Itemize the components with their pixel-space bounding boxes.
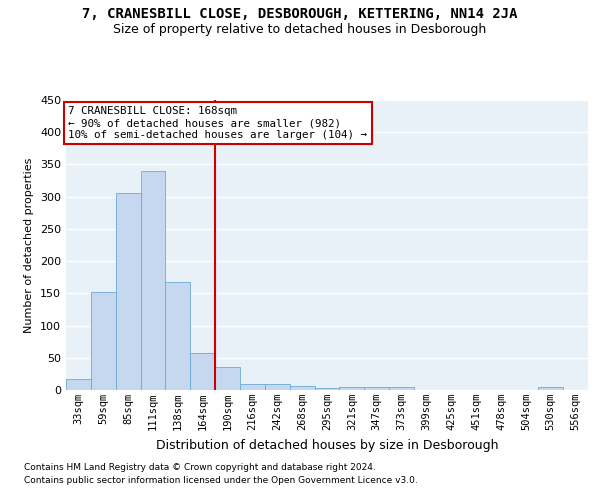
Bar <box>340 387 364 390</box>
Y-axis label: Number of detached properties: Number of detached properties <box>25 158 34 332</box>
Text: Size of property relative to detached houses in Desborough: Size of property relative to detached ho… <box>113 22 487 36</box>
Bar <box>66 379 91 390</box>
Bar <box>538 387 563 390</box>
Bar <box>140 171 166 390</box>
Bar <box>166 282 190 390</box>
Text: Contains HM Land Registry data © Crown copyright and database right 2024.: Contains HM Land Registry data © Crown c… <box>24 464 376 472</box>
Bar <box>116 194 140 390</box>
Bar <box>240 384 265 390</box>
Text: Contains public sector information licensed under the Open Government Licence v3: Contains public sector information licen… <box>24 476 418 485</box>
Bar <box>389 387 414 390</box>
Bar <box>290 386 314 390</box>
Bar <box>91 292 116 390</box>
Text: 7, CRANESBILL CLOSE, DESBOROUGH, KETTERING, NN14 2JA: 7, CRANESBILL CLOSE, DESBOROUGH, KETTERI… <box>82 8 518 22</box>
Bar <box>364 387 389 390</box>
Bar <box>314 388 340 390</box>
Bar <box>265 384 290 390</box>
Bar <box>190 354 215 390</box>
X-axis label: Distribution of detached houses by size in Desborough: Distribution of detached houses by size … <box>156 438 498 452</box>
Text: 7 CRANESBILL CLOSE: 168sqm
← 90% of detached houses are smaller (982)
10% of sem: 7 CRANESBILL CLOSE: 168sqm ← 90% of deta… <box>68 106 367 140</box>
Bar <box>215 368 240 390</box>
